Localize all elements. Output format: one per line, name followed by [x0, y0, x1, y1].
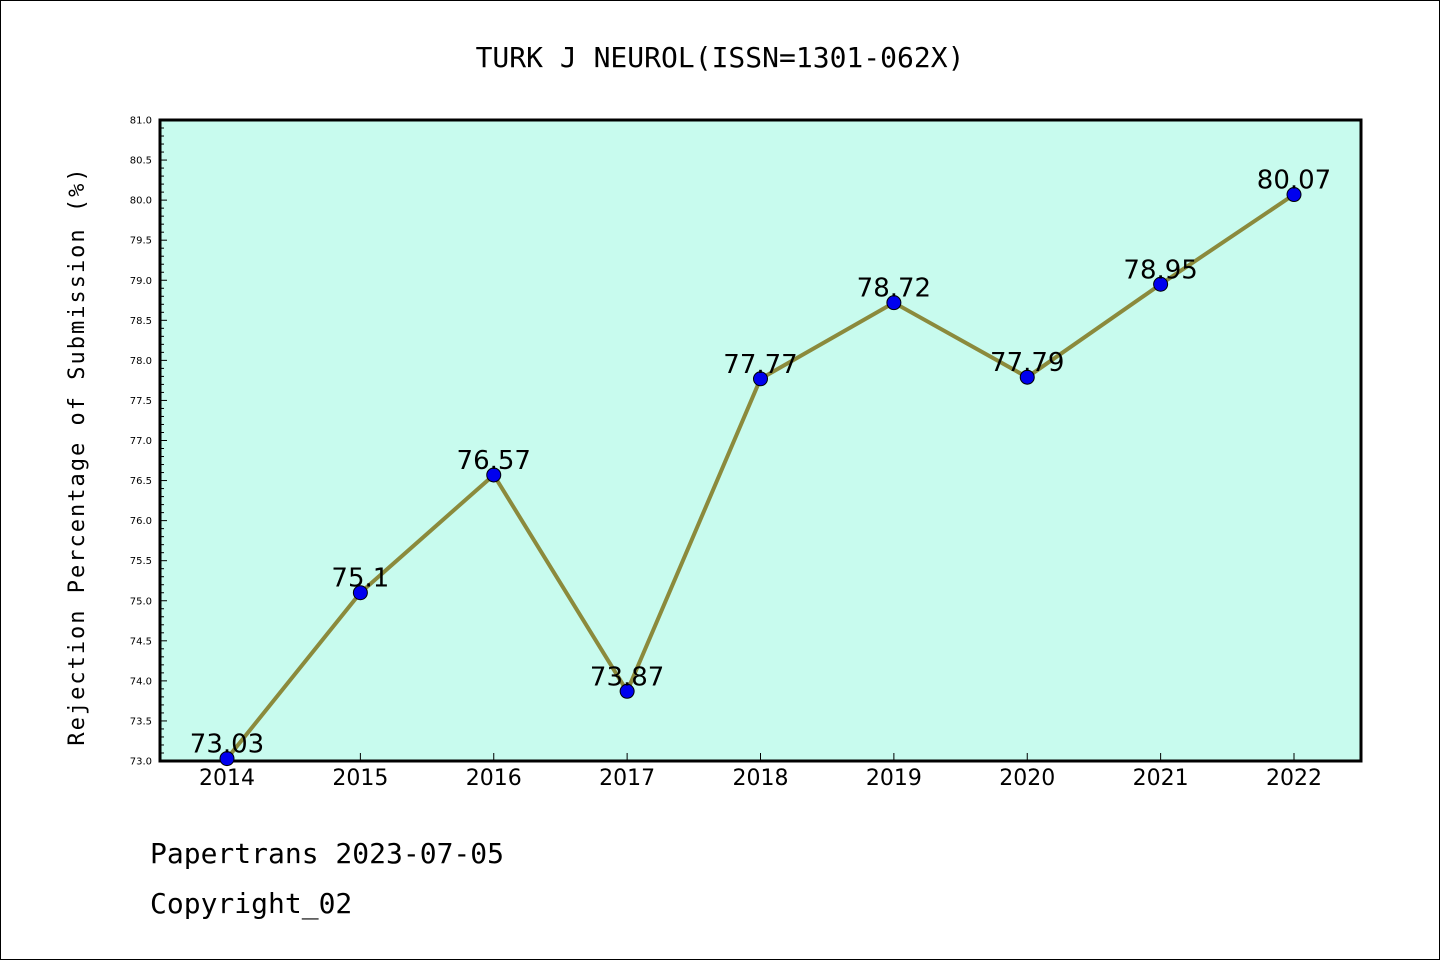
- y-tick-label: 73.0: [130, 757, 152, 768]
- y-tick-label: 74.5: [130, 636, 152, 647]
- data-labels: 73.03 75.1 76.57 73.87 77.77 78.72 77.79 78.95 8…: [190, 166, 1331, 760]
- y-tick-label: 78.0: [130, 356, 152, 367]
- x-tick-label: 2022: [1266, 766, 1322, 791]
- y-tick-label: 75.5: [130, 556, 152, 567]
- data-markers: [219, 187, 1302, 767]
- footer-copyright: Copyright_02: [150, 887, 352, 921]
- y-tick-label: 79.0: [130, 276, 152, 287]
- y-tick-label: 75.0: [130, 596, 152, 607]
- plot-area: [158, 118, 1363, 763]
- y-tick-label: 77.0: [130, 436, 152, 447]
- data-point: [886, 295, 902, 311]
- x-tick-label: 2020: [999, 766, 1055, 791]
- x-axis-ticks: 2014 2015 2016 2017 2018 2019 2020 2021 2022: [199, 753, 1322, 791]
- y-tick-label: 80.5: [130, 156, 152, 167]
- data-point: [219, 751, 235, 767]
- chart-title: TURK J NEUROL(ISSN=1301-062X): [476, 41, 965, 74]
- y-tick-label: 74.0: [130, 676, 152, 687]
- y-tick-label: 76.5: [130, 476, 152, 487]
- data-point: [619, 683, 635, 699]
- y-tick-label: 79.5: [130, 236, 152, 247]
- data-label: 73.03: [190, 730, 264, 760]
- x-tick-label: 2021: [1133, 766, 1189, 791]
- data-label: 78.95: [1123, 255, 1197, 285]
- data-label: 76.57: [457, 446, 531, 476]
- y-tick-label: 77.5: [130, 396, 152, 407]
- data-label: 78.72: [857, 274, 931, 304]
- y-tick-label: 80.0: [130, 196, 152, 207]
- x-tick-label: 2014: [199, 766, 255, 791]
- y-axis-label: Rejection Percentage of Submission (%): [65, 166, 90, 745]
- y-tick-label: 78.5: [130, 316, 152, 327]
- data-point: [352, 585, 368, 601]
- x-tick-label: 2018: [733, 766, 789, 791]
- y-tick-label: 73.5: [130, 716, 152, 727]
- data-point: [1019, 369, 1035, 385]
- data-point: [486, 467, 502, 483]
- y-tick-label: 76.0: [130, 516, 152, 527]
- data-point: [1286, 187, 1302, 203]
- y-axis-ticks: 73.0 73.5 74.0 74.5 75.0 75.5 76.0 76.5 77.0 77.5…: [130, 116, 167, 768]
- data-label: 77.79: [990, 348, 1064, 378]
- x-tick-label: 2017: [599, 766, 655, 791]
- data-label: 75.1: [331, 564, 389, 594]
- data-label: 77.77: [723, 350, 797, 380]
- data-label: 80.07: [1257, 166, 1331, 196]
- footer-date: Papertrans 2023-07-05: [150, 837, 504, 870]
- x-tick-label: 2015: [332, 766, 388, 791]
- data-point: [1153, 276, 1169, 292]
- data-label: 73.87: [590, 662, 664, 692]
- data-point: [753, 371, 768, 387]
- x-tick-label: 2019: [866, 766, 922, 791]
- y-tick-label: 81.0: [130, 116, 152, 127]
- x-tick-label: 2016: [466, 766, 522, 791]
